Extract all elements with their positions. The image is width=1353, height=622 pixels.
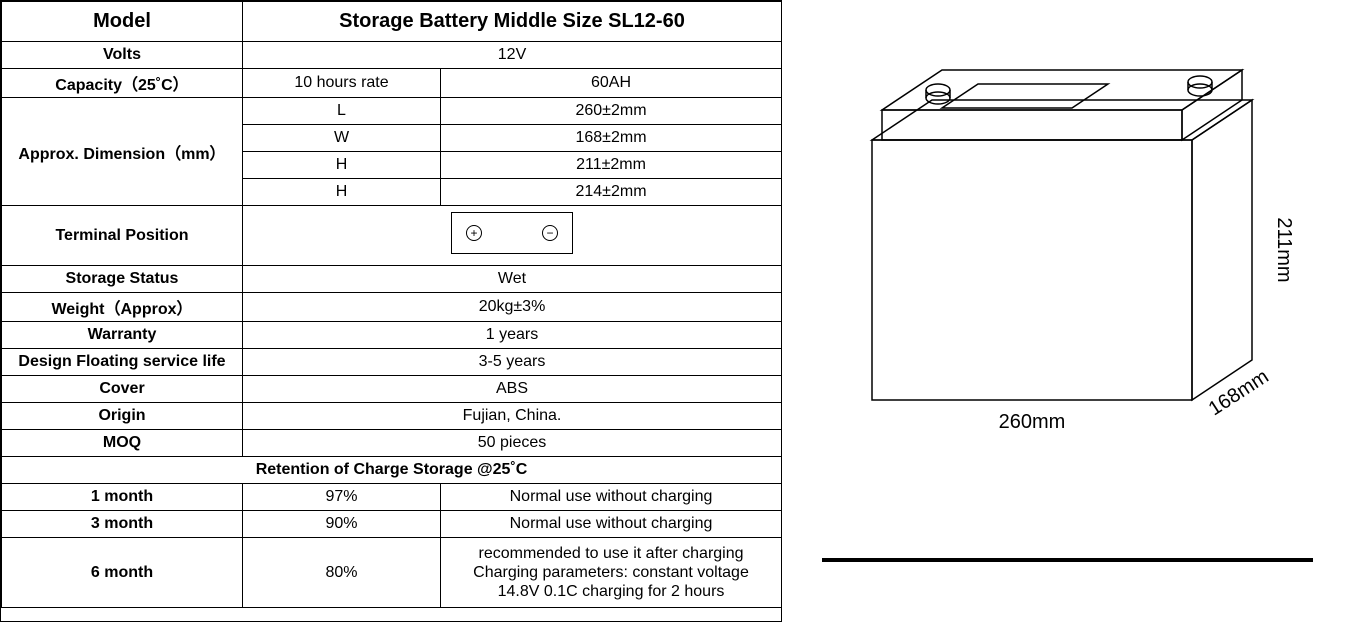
terminal-cell: + − (243, 206, 782, 266)
retention-header: Retention of Charge Storage @25˚C (2, 457, 782, 484)
capacity-value: 60AH (441, 69, 782, 98)
retention-row-3: 6 month 80% recommended to use it after … (2, 538, 782, 608)
retention-period-2: 3 month (2, 511, 243, 538)
header-row: Model Storage Battery Middle Size SL12-6… (2, 2, 782, 42)
dim-val-H2: 214±2mm (441, 179, 782, 206)
spec-table: Model Storage Battery Middle Size SL12-6… (1, 1, 782, 608)
horizontal-rule (822, 558, 1313, 562)
retention-note-1: Normal use without charging (441, 484, 782, 511)
design-life-label: Design Floating service life (2, 349, 243, 376)
retention-note-2: Normal use without charging (441, 511, 782, 538)
terminal-diagram: + − (451, 212, 573, 254)
model-value: Storage Battery Middle Size SL12-60 (243, 2, 782, 42)
cover-label: Cover (2, 376, 243, 403)
spec-table-container: Model Storage Battery Middle Size SL12-6… (0, 0, 782, 622)
retention-pct-3: 80% (243, 538, 441, 608)
volts-label: Volts (2, 42, 243, 69)
terminal-row: Terminal Position + − (2, 206, 782, 266)
retention-row-2: 3 month 90% Normal use without charging (2, 511, 782, 538)
origin-row: Origin Fujian, China. (2, 403, 782, 430)
volts-value: 12V (243, 42, 782, 69)
retention-pct-2: 90% (243, 511, 441, 538)
model-label: Model (2, 2, 243, 42)
capacity-label: Capacity（25˚C） (2, 69, 243, 98)
design-life-row: Design Floating service life 3-5 years (2, 349, 782, 376)
weight-value: 20kg±3% (243, 293, 782, 322)
warranty-row: Warranty 1 years (2, 322, 782, 349)
storage-status-label: Storage Status (2, 266, 243, 293)
retention-pct-1: 97% (243, 484, 441, 511)
retention-note-3: recommended to use it after charging Cha… (441, 538, 782, 608)
warranty-label: Warranty (2, 322, 243, 349)
volts-row: Volts 12V (2, 42, 782, 69)
storage-status-value: Wet (243, 266, 782, 293)
capacity-rate: 10 hours rate (243, 69, 441, 98)
weight-row: Weight（Approx） 20kg±3% (2, 293, 782, 322)
svg-text:211mm: 211mm (1273, 217, 1295, 282)
dimension-label: Approx. Dimension（mm） (2, 98, 243, 206)
dim-sym-H2: H (243, 179, 441, 206)
origin-value: Fujian, China. (243, 403, 782, 430)
capacity-row: Capacity（25˚C） 10 hours rate 60AH (2, 69, 782, 98)
svg-text:168mm: 168mm (1205, 366, 1273, 421)
plus-icon: + (466, 225, 482, 241)
minus-icon: − (542, 225, 558, 241)
battery-diagram: 260mm 211mm 168mm (802, 10, 1332, 490)
dim-row-L: Approx. Dimension（mm） L 260±2mm (2, 98, 782, 125)
moq-label: MOQ (2, 430, 243, 457)
retention-header-row: Retention of Charge Storage @25˚C (2, 457, 782, 484)
retention-period-3: 6 month (2, 538, 243, 608)
dim-val-L: 260±2mm (441, 98, 782, 125)
dim-sym-W: W (243, 125, 441, 152)
storage-status-row: Storage Status Wet (2, 266, 782, 293)
dim-val-H1: 211±2mm (441, 152, 782, 179)
origin-label: Origin (2, 403, 243, 430)
dim-sym-H1: H (243, 152, 441, 179)
diagram-panel: 260mm 211mm 168mm (782, 0, 1353, 622)
weight-label: Weight（Approx） (2, 293, 243, 322)
retention-row-1: 1 month 97% Normal use without charging (2, 484, 782, 511)
moq-row: MOQ 50 pieces (2, 430, 782, 457)
dim-val-W: 168±2mm (441, 125, 782, 152)
retention-period-1: 1 month (2, 484, 243, 511)
cover-row: Cover ABS (2, 376, 782, 403)
cover-value: ABS (243, 376, 782, 403)
dim-sym-L: L (243, 98, 441, 125)
warranty-value: 1 years (243, 322, 782, 349)
svg-text:260mm: 260mm (999, 411, 1066, 433)
design-life-value: 3-5 years (243, 349, 782, 376)
moq-value: 50 pieces (243, 430, 782, 457)
terminal-label: Terminal Position (2, 206, 243, 266)
